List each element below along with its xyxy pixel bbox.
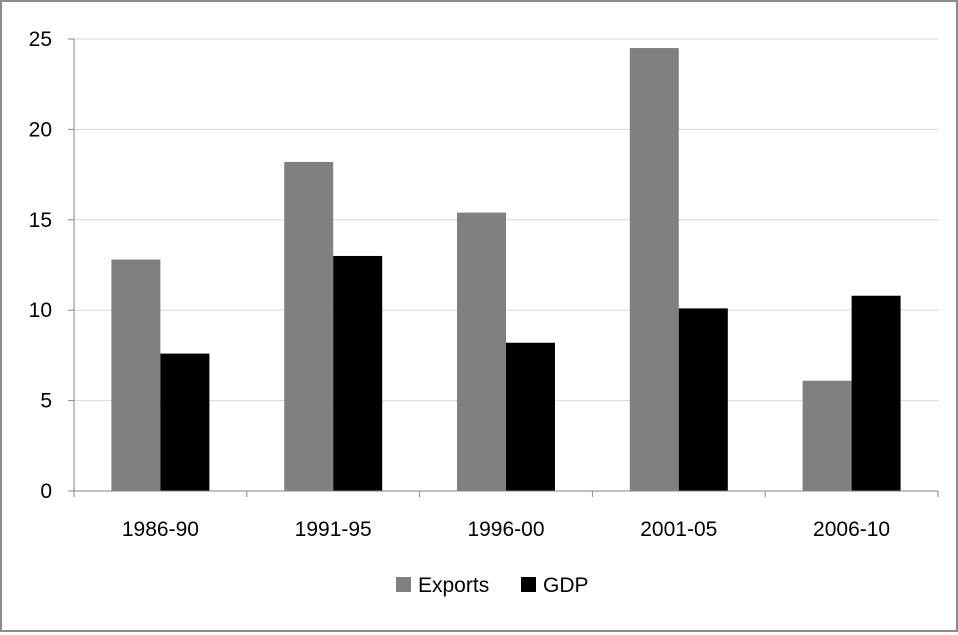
legend-label-exports: Exports [418,574,489,597]
bar-exports-1996-00 [457,212,506,491]
bar-gdp-1991-95 [333,255,383,491]
x-tick-label: 2006-10 [813,518,890,541]
legend-label-gdp: GDP [543,574,589,597]
bar-gdp-1996-00 [506,342,555,491]
y-tick-label: 25 [29,28,52,51]
axes [68,38,939,497]
legend-swatch-exports [396,577,411,592]
x-tick-label: 1996-00 [467,518,544,541]
y-tick-label: 15 [29,209,52,232]
y-tick-label: 5 [40,390,52,413]
bar-exports-2006-10 [802,380,852,491]
bar-exports-2001-05 [629,48,679,491]
bar-exports-1991-95 [284,161,334,491]
legend-swatch-gdp [521,577,536,592]
bar-gdp-2001-05 [678,308,728,491]
y-tick-label: 10 [29,299,52,322]
x-tick-label: 1991-95 [295,518,372,541]
x-tick-label: 2001-05 [640,518,717,541]
y-tick-labels: 0 5 10 15 20 25 [29,28,52,503]
bars [111,48,901,491]
bar-exports-1986-90 [111,259,161,491]
y-tick-label: 20 [29,118,52,141]
bar-gdp-1986-90 [160,353,210,491]
x-tick-label: 1986-90 [122,518,199,541]
x-tick-labels: 1986-90 1991-95 1996-00 2001-05 2006-10 [122,518,890,541]
legend: Exports GDP [396,574,589,597]
bar-gdp-2006-10 [851,295,901,491]
y-tick-label: 0 [40,480,52,503]
